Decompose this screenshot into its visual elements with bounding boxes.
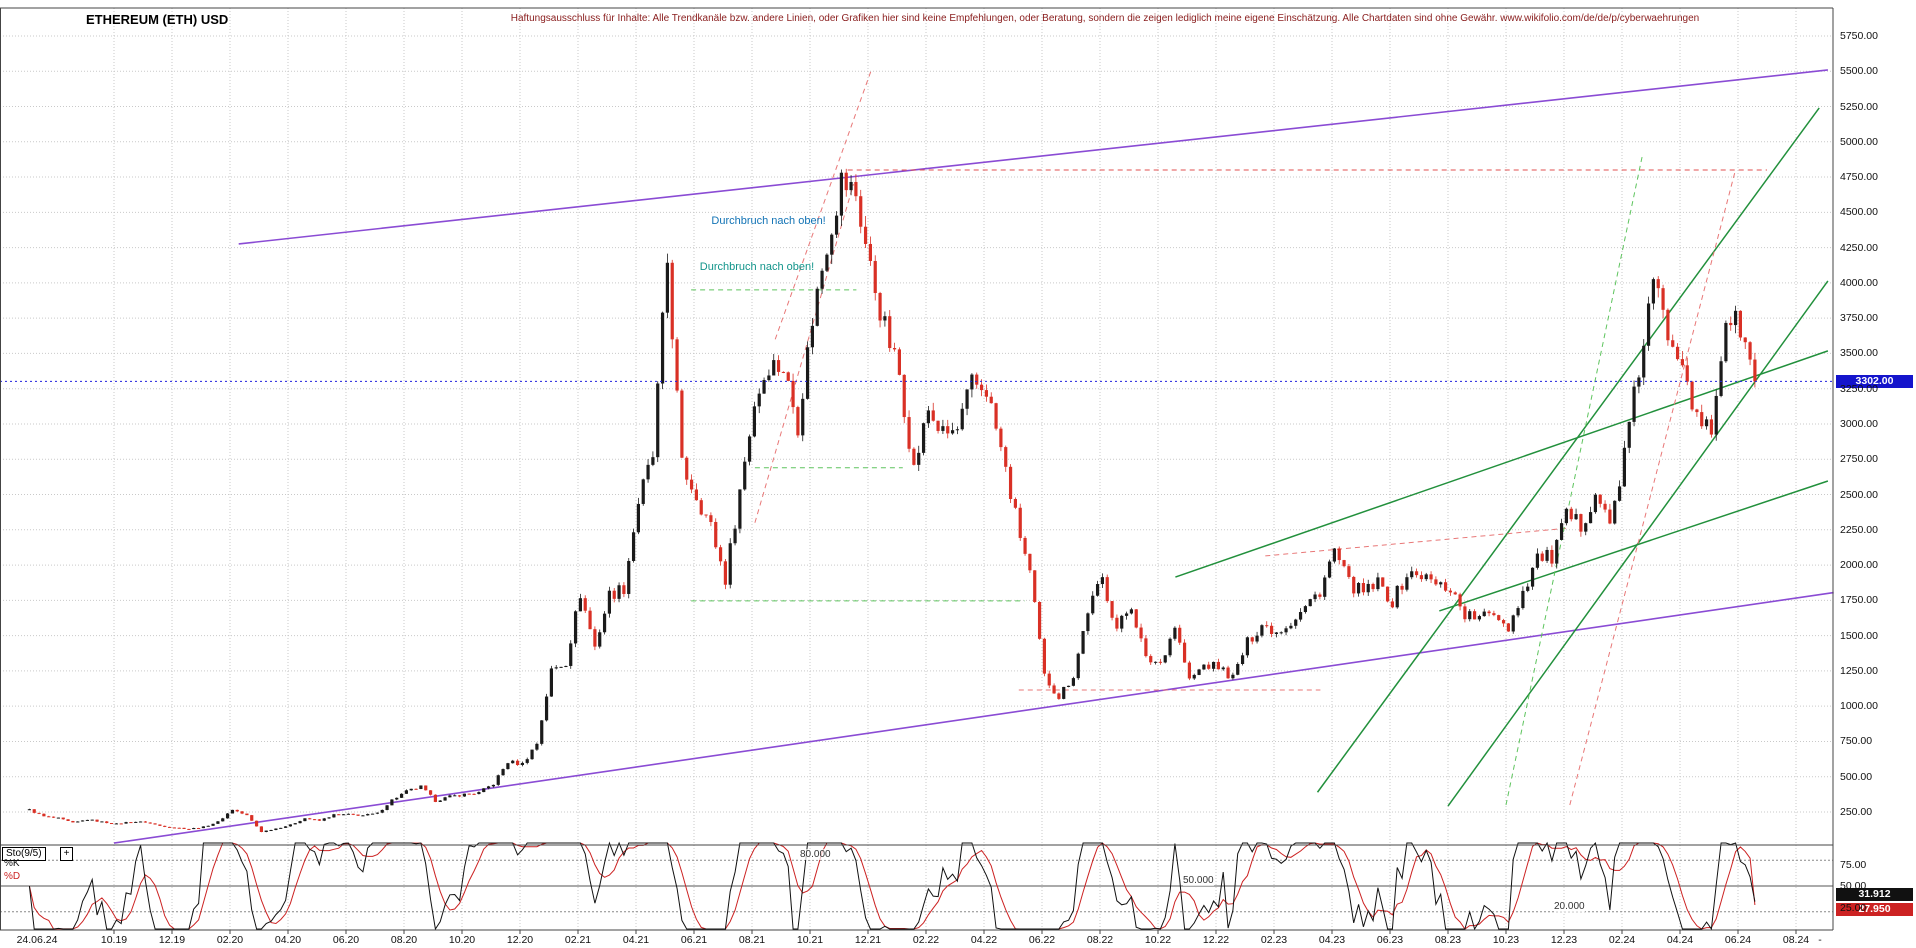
date-tick-label: 12.23 bbox=[1550, 934, 1578, 946]
date-tick-label: 12.22 bbox=[1202, 934, 1230, 946]
osc-level-label: 80.000 bbox=[800, 849, 831, 861]
indicator-label: Sto(9/5) bbox=[2, 847, 46, 861]
date-tick-label: 02.20 bbox=[216, 934, 244, 946]
stoch-k-label: %K bbox=[4, 858, 20, 869]
price-tick-label: 1000.00 bbox=[1840, 700, 1878, 713]
price-tick-label: 1500.00 bbox=[1840, 629, 1878, 642]
red-steep-channel-b bbox=[754, 183, 854, 523]
price-tick-label: 5250.00 bbox=[1840, 100, 1878, 113]
date-tick-label: 08.23 bbox=[1434, 934, 1462, 946]
date-tick-label: 10.20 bbox=[448, 934, 476, 946]
date-tick-label: 04.22 bbox=[970, 934, 998, 946]
price-tick-label: 2250.00 bbox=[1840, 523, 1878, 536]
date-tick-label: 10.22 bbox=[1144, 934, 1172, 946]
date-tick-label: 02.24 bbox=[1608, 934, 1636, 946]
indicator-expand-button[interactable]: + bbox=[60, 847, 73, 861]
date-tick-label: 08.21 bbox=[738, 934, 766, 946]
candle-layer bbox=[27, 168, 1757, 833]
price-tick-label: 4750.00 bbox=[1840, 171, 1878, 184]
price-tick-label: 5500.00 bbox=[1840, 65, 1878, 78]
stoch-d-badge: 27.950 bbox=[1836, 903, 1913, 916]
date-tick-label: 10.23 bbox=[1492, 934, 1520, 946]
current-price-badge: 3302.00 bbox=[1836, 374, 1913, 388]
annotation-text: Durchbruch nach oben! bbox=[699, 260, 815, 273]
chart-title: ETHEREUM (ETH) USD bbox=[86, 12, 229, 27]
price-tick-label: 2750.00 bbox=[1840, 453, 1878, 466]
date-tick-label: 12.19 bbox=[158, 934, 186, 946]
osc-level-label: 20.000 bbox=[1554, 900, 1585, 912]
price-tick-label: 2500.00 bbox=[1840, 488, 1878, 501]
osc-tick-label: 25.00 bbox=[1840, 901, 1867, 914]
stoch-k-line bbox=[28, 841, 1756, 931]
stoch-k-badge: 31.912 bbox=[1836, 888, 1913, 901]
date-tick-label: 04.23 bbox=[1318, 934, 1346, 946]
disclaimer-text: Haftungsausschluss für Inhalte: Alle Tre… bbox=[510, 13, 1700, 24]
stoch-d-label: %D bbox=[4, 871, 21, 882]
date-tick-label: 06.24 bbox=[1724, 934, 1752, 946]
price-tick-label: 2000.00 bbox=[1840, 559, 1878, 572]
date-tick-label: 08.22 bbox=[1086, 934, 1114, 946]
date-tick-label: 06.20 bbox=[332, 934, 360, 946]
price-tick-label: 500.00 bbox=[1840, 770, 1873, 783]
price-tick-label: 3250.00 bbox=[1840, 382, 1878, 395]
date-tick-label: 06.23 bbox=[1376, 934, 1404, 946]
price-tick-label: 5000.00 bbox=[1840, 135, 1878, 148]
price-tick-label: 1750.00 bbox=[1840, 594, 1878, 607]
red-steep-channel-a bbox=[774, 71, 872, 340]
green-trend-shallow-1 bbox=[1175, 350, 1829, 578]
price-tick-label: 1250.00 bbox=[1840, 664, 1878, 677]
oscillator-layer bbox=[0, 841, 1833, 931]
red-dashed-mid bbox=[1265, 527, 1570, 557]
price-tick-label: 750.00 bbox=[1840, 735, 1873, 748]
date-tick-label: 02.21 bbox=[564, 934, 592, 946]
date-tick-label: 10.19 bbox=[100, 934, 128, 946]
grid-layer bbox=[0, 8, 1833, 930]
price-tick-label: 3500.00 bbox=[1840, 347, 1878, 360]
date-tick-label: - bbox=[1818, 934, 1822, 946]
date-tick-label: 04.21 bbox=[622, 934, 650, 946]
price-tick-label: 4500.00 bbox=[1840, 206, 1878, 219]
frame-layer bbox=[0, 7, 1834, 934]
purple-channel-upper bbox=[238, 69, 1828, 245]
price-tick-label: 5750.00 bbox=[1840, 29, 1878, 42]
price-tick-label: 3750.00 bbox=[1840, 312, 1878, 325]
trendline-layer bbox=[113, 69, 1834, 844]
price-tick-label: 3000.00 bbox=[1840, 417, 1878, 430]
green-trend-steep-1 bbox=[1316, 107, 1820, 793]
purple-channel-lower bbox=[113, 591, 1834, 844]
date-tick-label: 04.20 bbox=[274, 934, 302, 946]
price-tick-label: 4000.00 bbox=[1840, 276, 1878, 289]
date-tick-label: 08.24 bbox=[1782, 934, 1810, 946]
osc-level-label: 50.000 bbox=[1183, 875, 1214, 886]
annotation-text: Durchbruch nach oben! bbox=[711, 214, 826, 227]
date-tick-label: 08.20 bbox=[390, 934, 418, 946]
osc-tick-label: 75.00 bbox=[1840, 858, 1867, 871]
green-trend-shallow-2 bbox=[1439, 480, 1829, 612]
date-tick-label: 06.22 bbox=[1028, 934, 1056, 946]
date-tick-label: 10.21 bbox=[796, 934, 824, 946]
price-tick-label: 4250.00 bbox=[1840, 241, 1878, 254]
date-tick-label: 06.21 bbox=[680, 934, 708, 946]
price-tick-label: 250.00 bbox=[1840, 806, 1873, 818]
date-tick-label: 02.22 bbox=[912, 934, 940, 946]
green-dashed-steep bbox=[1505, 155, 1643, 806]
date-tick-label: 02.23 bbox=[1260, 934, 1288, 946]
date-tick-label: 24.06.24 bbox=[16, 934, 58, 946]
red-dashed-steep bbox=[1569, 171, 1736, 806]
date-tick-label: 12.21 bbox=[854, 934, 882, 946]
date-tick-label: 12.20 bbox=[506, 934, 534, 946]
date-tick-label: 04.24 bbox=[1666, 934, 1694, 946]
osc-tick-label: 50.00 bbox=[1840, 880, 1867, 892]
